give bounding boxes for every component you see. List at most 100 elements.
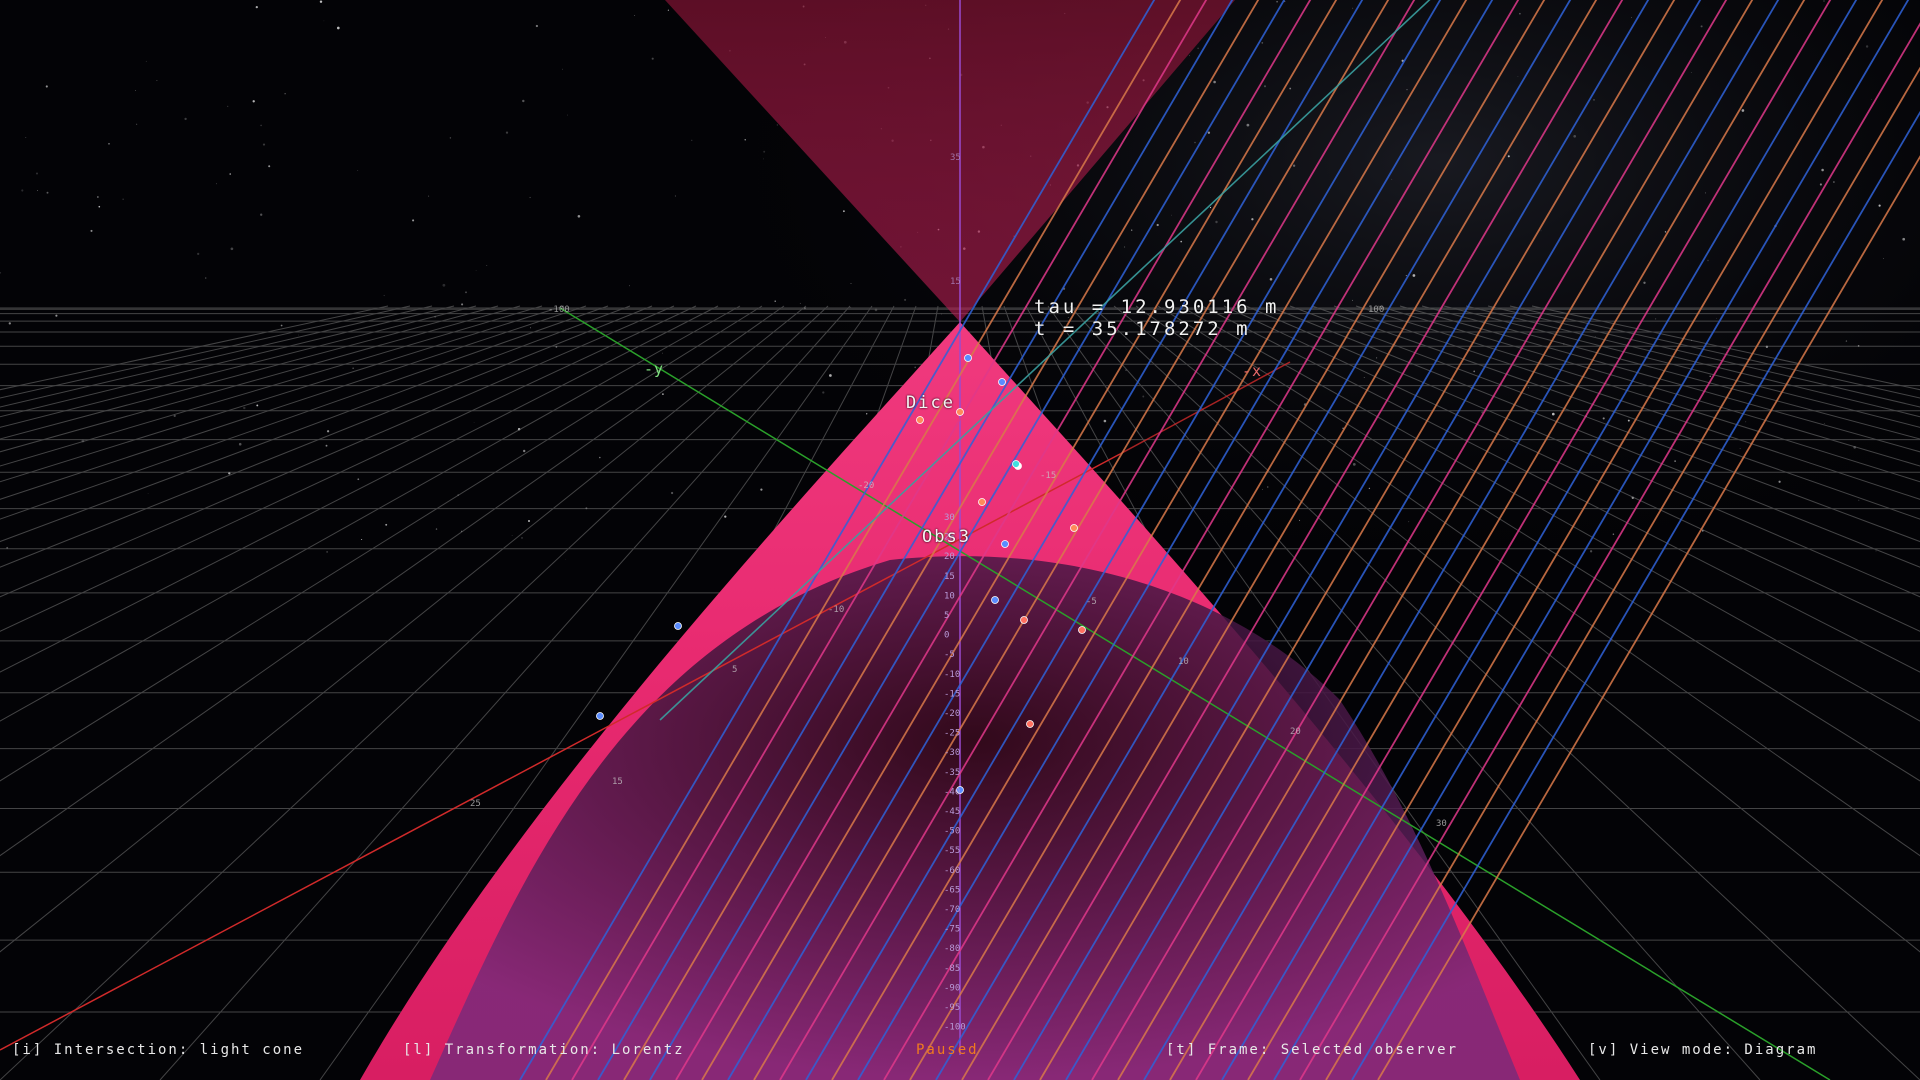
worldline[interactable] — [701, 0, 1342, 1080]
star — [147, 493, 149, 494]
worldline-event-dot-icon[interactable] — [1070, 524, 1078, 532]
intersection-mode-status[interactable]: [i] Intersection: light cone — [12, 1042, 305, 1058]
worldline[interactable] — [675, 0, 1316, 1080]
worldline[interactable] — [1351, 0, 1920, 1080]
worldline[interactable] — [935, 0, 1576, 1080]
worldline[interactable] — [909, 0, 1550, 1080]
worldline-event-dot-icon[interactable] — [1001, 540, 1009, 548]
worldline[interactable] — [659, 0, 1440, 721]
worldline[interactable] — [857, 0, 1498, 1080]
worldline-event-dot-icon[interactable] — [1026, 720, 1034, 728]
worldline[interactable] — [571, 0, 1212, 1080]
worldline[interactable] — [987, 0, 1628, 1080]
worldline-event-dot-icon[interactable] — [916, 416, 924, 424]
future-light-cone[interactable] — [665, 0, 1235, 322]
star — [255, 5, 258, 9]
worldline[interactable] — [649, 0, 1290, 1080]
observer-label[interactable]: Obs3 — [922, 527, 971, 547]
star — [25, 136, 27, 138]
view-mode-status[interactable]: [v] View mode: Diagram — [1588, 1042, 1818, 1058]
star — [1289, 87, 1292, 90]
worldline[interactable] — [1247, 0, 1888, 1080]
star — [383, 294, 385, 297]
star — [662, 352, 663, 354]
star — [326, 430, 330, 433]
star — [442, 283, 446, 287]
worldline[interactable] — [961, 0, 1602, 1080]
worldline[interactable] — [545, 0, 1186, 1080]
worldline-event-dot-icon[interactable] — [596, 712, 604, 720]
star — [914, 366, 917, 369]
worldline-event-dot-icon[interactable] — [964, 354, 972, 362]
worldline[interactable] — [1091, 0, 1732, 1080]
worldline[interactable] — [883, 0, 1524, 1080]
star — [357, 478, 360, 481]
star — [145, 60, 147, 62]
worldline[interactable] — [779, 0, 1420, 1080]
worldline-event-dot-icon[interactable] — [956, 786, 964, 794]
star — [0, 272, 2, 274]
worldlines[interactable] — [519, 0, 1920, 1080]
transformation-status[interactable]: [l] Transformation: Lorentz — [403, 1042, 685, 1058]
worldline[interactable] — [1039, 0, 1680, 1080]
worldline[interactable] — [831, 0, 1472, 1080]
star — [1589, 550, 1593, 553]
worldline[interactable] — [597, 0, 1238, 1080]
star — [1215, 220, 1218, 224]
worldline[interactable] — [1013, 0, 1654, 1080]
star — [1654, 318, 1657, 320]
star — [336, 26, 340, 30]
t-axis-tick-label: -100 — [944, 1023, 966, 1033]
playback-state-status[interactable]: Paused — [916, 1042, 979, 1058]
worldline[interactable] — [623, 0, 1264, 1080]
star — [262, 143, 266, 146]
worldline[interactable] — [727, 0, 1368, 1080]
worldline-event-dot-icon[interactable] — [956, 408, 964, 416]
worldline[interactable] — [1299, 0, 1920, 1080]
object-label-dice[interactable]: Dice — [906, 393, 955, 413]
worldline[interactable] — [1143, 0, 1784, 1080]
worldline[interactable] — [519, 0, 1160, 1080]
worldline[interactable] — [753, 0, 1394, 1080]
worldline-event-dot-icon[interactable] — [1012, 460, 1020, 468]
events[interactable] — [596, 354, 1086, 794]
star — [98, 205, 101, 208]
worldline[interactable] — [805, 0, 1446, 1080]
worldline[interactable] — [1273, 0, 1914, 1080]
x-axis-line-far — [1119, 361, 1291, 455]
worldline[interactable] — [1117, 0, 1758, 1080]
star — [1883, 258, 1885, 260]
t-axis-tick-label: -15 — [944, 689, 960, 699]
star — [1067, 317, 1069, 319]
spatial-tick-label: -10 — [828, 605, 844, 615]
worldline-event-dot-icon[interactable] — [674, 622, 682, 630]
worldline[interactable] — [1221, 0, 1862, 1080]
worldline[interactable] — [1325, 0, 1920, 1080]
worldline[interactable] — [1377, 0, 1920, 1080]
worldline-event-dot-icon[interactable] — [991, 596, 999, 604]
star — [55, 314, 58, 317]
star — [866, 413, 868, 415]
star — [1391, 178, 1393, 180]
grid-line — [0, 305, 631, 543]
worldline-event-dot-icon[interactable] — [998, 378, 1006, 386]
star — [1207, 131, 1211, 134]
t-axis-tick-label: -90 — [944, 983, 960, 993]
frame-status[interactable]: [t] Frame: Selected observer — [1166, 1042, 1459, 1058]
star — [1189, 55, 1190, 57]
worldline-event-dot-icon[interactable] — [978, 498, 986, 506]
worldline[interactable] — [1169, 0, 1810, 1080]
spatial-tick-label: 20 — [1290, 727, 1301, 737]
star — [412, 219, 415, 222]
t-axis-tick-label: 15 — [944, 572, 955, 582]
t-axis-tick-label: -45 — [944, 807, 960, 817]
worldline-event-dot-icon[interactable] — [1078, 626, 1086, 634]
worldline-event-dot-icon[interactable] — [1020, 616, 1028, 624]
worldline[interactable] — [1195, 0, 1836, 1080]
star — [904, 298, 907, 301]
star — [227, 105, 229, 108]
star — [651, 57, 654, 60]
worldline[interactable] — [1065, 0, 1706, 1080]
